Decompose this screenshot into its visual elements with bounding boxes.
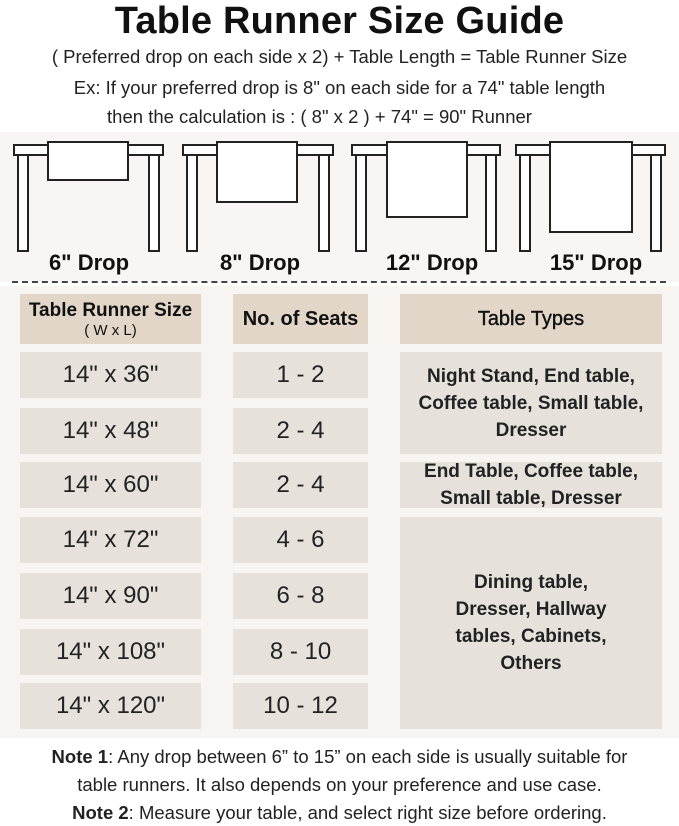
header-size: Table Runner Size ( W x L) xyxy=(20,294,201,344)
table-leg xyxy=(148,154,160,252)
table-drawing xyxy=(182,141,334,252)
seats-cell: 1 - 2 xyxy=(233,352,368,398)
page-title: Table Runner Size Guide xyxy=(114,0,565,42)
table-leg xyxy=(650,154,662,252)
table-drawing xyxy=(351,141,501,252)
drop-label-15: 15" Drop xyxy=(549,250,643,275)
header-seats: No. of Seats xyxy=(233,294,368,344)
types-text: Night Stand, End table, Coffee table, Sm… xyxy=(418,365,644,441)
table-leg xyxy=(186,154,198,252)
note-2: Note 2: Measure your table, and select r… xyxy=(0,802,679,824)
types-cell-large: Dining table, Dresser, Hallway tables, C… xyxy=(400,517,662,729)
seats-cell: 2 - 4 xyxy=(233,408,368,454)
seats-cell: 10 - 12 xyxy=(233,683,368,729)
size-cell: 14" x 36" xyxy=(20,352,201,398)
types-text: Dining table, Dresser, Hallway tables, C… xyxy=(455,572,607,674)
runner xyxy=(386,141,468,218)
types-text: End Table, Coffee table, Small table, Dr… xyxy=(424,461,638,509)
table-leg xyxy=(318,154,330,252)
note-1-cont: table runners. It also depends on your p… xyxy=(77,774,602,795)
runner xyxy=(216,141,298,203)
note-2-text: : Measure your table, and select right s… xyxy=(128,802,607,823)
table-drawing xyxy=(13,141,164,252)
drop-label-8: 8" Drop xyxy=(219,250,301,275)
drop-label-6: 6" Drop xyxy=(48,250,130,275)
table-drawing xyxy=(515,141,666,252)
table-drawings xyxy=(13,141,666,252)
runner xyxy=(47,141,129,181)
calculation-text: then the calculation is : ( 8" x 2 ) + 7… xyxy=(107,106,532,127)
types-cell-medium: End Table, Coffee table, Small table, Dr… xyxy=(400,461,662,509)
seats-cell: 4 - 6 xyxy=(233,517,368,563)
note-1-text: : Any drop between 6” to 15” on each sid… xyxy=(108,746,628,767)
seats-cell: 2 - 4 xyxy=(233,462,368,508)
size-cell: 14" x 48" xyxy=(20,408,201,454)
note-1-label: Note 1 xyxy=(51,746,109,767)
example-text: Ex: If your preferred drop is 8" on each… xyxy=(73,77,606,98)
size-cell: 14" x 72" xyxy=(20,517,201,563)
header-size-sub: ( W x L) xyxy=(84,321,137,339)
size-cell: 14" x 60" xyxy=(20,462,201,508)
table-leg xyxy=(519,154,531,252)
runner xyxy=(549,141,633,233)
header-size-label: Table Runner Size xyxy=(28,299,193,321)
note-1: Note 1: Any drop between 6” to 15” on ea… xyxy=(0,746,679,768)
drop-label-12: 12" Drop xyxy=(385,250,479,275)
note-2-label: Note 2 xyxy=(72,802,129,823)
table-leg xyxy=(485,154,497,252)
size-cell: 14" x 108" xyxy=(20,629,201,675)
drop-illustration xyxy=(0,132,679,282)
header-types: Table Types xyxy=(400,294,662,344)
size-cell: 14" x 90" xyxy=(20,573,201,619)
table-leg xyxy=(355,154,367,252)
table-leg xyxy=(17,154,29,252)
types-cell-small: Night Stand, End table, Coffee table, Sm… xyxy=(400,352,662,454)
seats-cell: 6 - 8 xyxy=(233,573,368,619)
seats-cell: 8 - 10 xyxy=(233,629,368,675)
dashed-divider xyxy=(12,281,666,283)
formula-text: ( Preferred drop on each side x 2) + Tab… xyxy=(51,46,628,67)
size-cell: 14" x 120" xyxy=(20,683,201,729)
